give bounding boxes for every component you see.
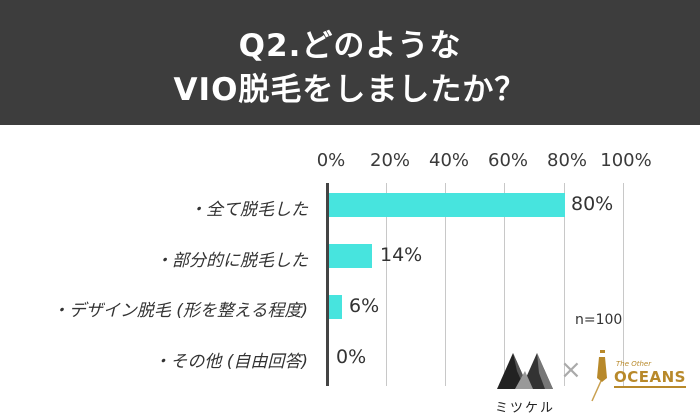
title-line-2: VIO脱毛をしましたか？ xyxy=(173,72,527,108)
x-tick-100: 100% xyxy=(600,150,652,171)
oceans-small-text: The Other xyxy=(616,360,652,368)
oceans-text: OCEANS xyxy=(614,368,686,388)
value-label: 80% xyxy=(571,193,614,215)
x-tick-20: 20% xyxy=(369,150,411,171)
y-axis-line xyxy=(326,183,329,386)
value-label: 0% xyxy=(336,346,367,368)
bar-design xyxy=(329,295,342,319)
oceans-figure-icon xyxy=(591,350,607,402)
gridline-80 xyxy=(564,183,565,386)
category-label: ・全て脱毛した xyxy=(189,200,308,220)
category-label: ・その他 (自由回答) xyxy=(153,352,308,372)
gridline-60 xyxy=(504,183,505,386)
bar-partial xyxy=(329,244,372,268)
value-label: 14% xyxy=(380,244,423,266)
mitsukeru-logo: ミツケル xyxy=(495,345,556,416)
mitsukeru-text: ミツケル xyxy=(495,401,556,416)
gridline-20 xyxy=(386,183,387,386)
gridline-40 xyxy=(445,183,446,386)
category-label: ・部分的に脱毛した xyxy=(155,251,308,271)
x-tick-40: 40% xyxy=(428,150,470,171)
mitsukeru-mark-icon xyxy=(497,353,553,389)
oceans-logo: The Other OCEANS xyxy=(590,348,690,408)
category-label: ・デザイン脱毛 (形を整える程度) xyxy=(51,301,308,321)
sample-size: n=100 xyxy=(575,312,623,328)
x-tick-60: 60% xyxy=(487,150,529,171)
collab-separator: × xyxy=(560,355,582,385)
title-line-1: Q2.どのような xyxy=(238,28,462,64)
x-tick-0: 0% xyxy=(316,150,346,171)
header-banner: Q2.どのような VIO脱毛をしましたか？ xyxy=(0,0,700,125)
value-label: 6% xyxy=(349,295,380,317)
bar-all xyxy=(329,193,565,217)
gridline-100 xyxy=(623,183,624,386)
x-tick-80: 80% xyxy=(546,150,588,171)
